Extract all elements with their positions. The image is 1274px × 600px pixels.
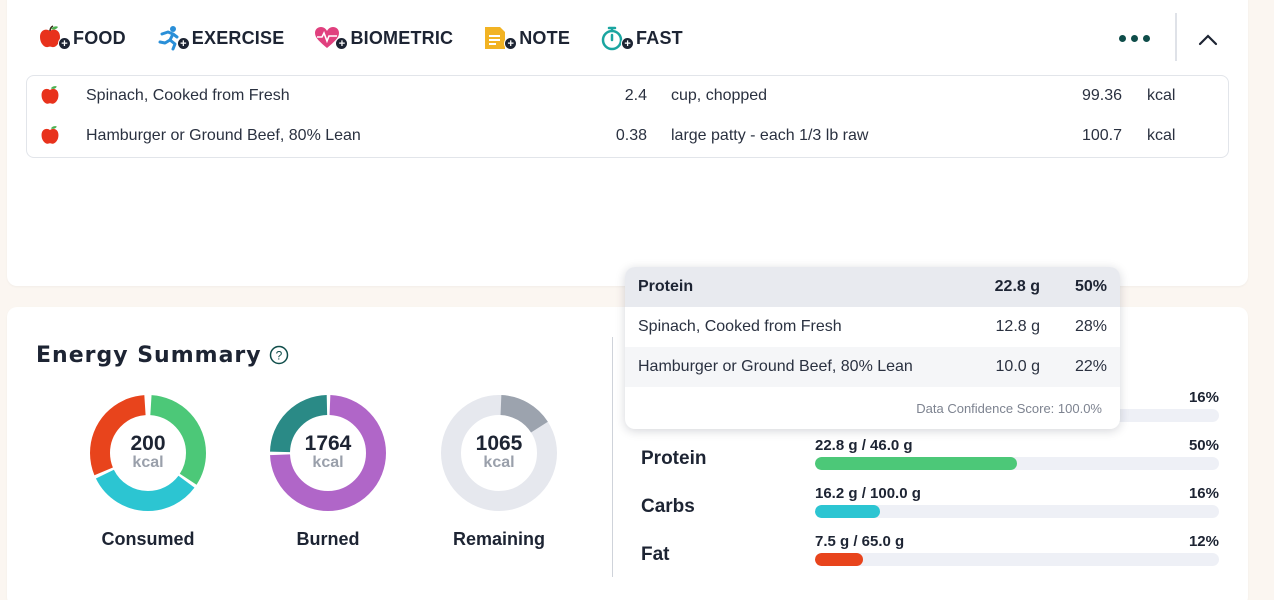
add-fast-label: FAST — [636, 27, 683, 48]
burned-donut: 1764 kcal — [269, 394, 387, 512]
popup-row: Spinach, Cooked from Fresh 12.8 g 28% — [625, 307, 1120, 347]
macro-pct-fat: 12% — [1188, 533, 1219, 550]
popup-header-grams: 22.8 g — [994, 278, 1040, 295]
macro-name-carbs: Carbs — [641, 496, 695, 517]
consumed-donut: 200 kcal — [89, 394, 207, 512]
food-name: Spinach, Cooked from Fresh — [86, 87, 290, 104]
remaining-unit: kcal — [483, 454, 515, 471]
protein-breakdown-popup: Protein 22.8 g 50% Spinach, Cooked from … — [625, 267, 1120, 429]
popup-food-pct: 22% — [1074, 358, 1107, 375]
add-biometric-button[interactable]: + BIOMETRIC — [314, 25, 453, 51]
macro-bar-carbs — [815, 505, 1219, 518]
add-fast-button[interactable]: + FAST — [600, 25, 683, 51]
macro-name-fat: Fat — [641, 544, 670, 565]
popup-food-name: Hamburger or Ground Beef, 80% Lean — [638, 358, 913, 375]
toolbar-divider — [1175, 13, 1177, 61]
popup-header-row: Protein 22.8 g 50% — [625, 267, 1120, 307]
macro-bar-protein — [815, 457, 1219, 470]
macro-bar-fill-protein — [815, 457, 1017, 470]
stopwatch-icon: + — [600, 25, 635, 51]
food-quantity: 2.4 — [624, 87, 647, 104]
food-unit: cup, chopped — [671, 87, 768, 104]
macro-bar-fill-carbs — [815, 505, 880, 518]
add-entry-toolbar: + FOOD + EXERCISE + BIOMETRIC + NOTE — [37, 24, 713, 52]
consumed-label: Consumed — [101, 529, 195, 549]
food-entry-list: Spinach, Cooked from Fresh 2.4 cup, chop… — [26, 75, 1229, 158]
popup-header-name: Protein — [638, 278, 694, 295]
burned-value: 1764 — [304, 432, 352, 455]
food-calories: 99.36 — [1081, 87, 1122, 104]
add-food-button[interactable]: + FOOD — [37, 25, 126, 51]
add-note-label: NOTE — [519, 27, 571, 48]
macro-amount-carbs: 16.2 g / 100.0 g — [815, 485, 921, 502]
heart-pulse-icon: + — [314, 25, 349, 51]
macro-pct: 16% — [1188, 389, 1219, 406]
consumed-unit: kcal — [132, 454, 164, 471]
section-divider — [612, 337, 613, 577]
macro-amount-fat: 7.5 g / 65.0 g — [815, 533, 905, 550]
macro-bar-fat — [815, 553, 1219, 566]
food-row[interactable]: Hamburger or Ground Beef, 80% Lean 0.38 … — [27, 116, 1228, 156]
macro-bar-fill-fat — [815, 553, 864, 566]
remaining-donut: 1065 kcal — [440, 394, 558, 512]
food-calories: 100.7 — [1081, 127, 1122, 144]
macro-amount-protein: 22.8 g / 46.0 g — [815, 437, 913, 454]
food-cal-unit: kcal — [1147, 87, 1176, 104]
consumed-value: 200 — [130, 432, 166, 455]
apple-icon — [39, 85, 61, 112]
food-row[interactable]: Spinach, Cooked from Fresh 2.4 cup, chop… — [27, 76, 1228, 116]
popup-header-pct: 50% — [1074, 278, 1107, 295]
apple-icon — [39, 125, 61, 152]
popup-food-grams: 10.0 g — [995, 358, 1040, 375]
macro-pct-protein: 50% — [1188, 437, 1219, 454]
note-icon: + — [483, 25, 518, 51]
svg-text:?: ? — [276, 349, 283, 363]
data-confidence-score: Data Confidence Score: 100.0% — [916, 401, 1102, 416]
add-food-label: FOOD — [73, 27, 126, 48]
help-circle-icon[interactable]: ? — [269, 345, 289, 370]
popup-food-grams: 12.8 g — [995, 318, 1040, 335]
burned-label: Burned — [296, 529, 360, 549]
food-cal-unit: kcal — [1147, 127, 1176, 144]
more-dots-icon[interactable] — [1119, 35, 1150, 42]
add-biometric-label: BIOMETRIC — [350, 27, 454, 48]
chevron-up-icon[interactable] — [1197, 32, 1219, 51]
popup-food-pct: 28% — [1074, 318, 1107, 335]
popup-row: Hamburger or Ground Beef, 80% Lean 10.0 … — [625, 347, 1120, 387]
add-note-button[interactable]: + NOTE — [483, 25, 570, 51]
journal-card: + FOOD + EXERCISE + BIOMETRIC + NOTE — [7, 0, 1248, 286]
remaining-label: Remaining — [452, 529, 545, 549]
food-unit: large patty - each 1/3 lb raw — [671, 127, 869, 144]
runner-icon: + — [156, 25, 190, 51]
apple-icon: + — [37, 25, 71, 51]
popup-food-name: Spinach, Cooked from Fresh — [638, 318, 842, 335]
food-name: Hamburger or Ground Beef, 80% Lean — [86, 127, 361, 144]
macro-pct-carbs: 16% — [1188, 485, 1219, 502]
energy-summary-title: Energy Summary — [36, 343, 262, 368]
burned-unit: kcal — [312, 454, 344, 471]
add-exercise-label: EXERCISE — [191, 27, 285, 48]
add-exercise-button[interactable]: + EXERCISE — [156, 25, 285, 51]
food-quantity: 0.38 — [615, 127, 647, 144]
macro-name-protein: Protein — [641, 448, 707, 469]
remaining-value: 1065 — [475, 432, 523, 455]
